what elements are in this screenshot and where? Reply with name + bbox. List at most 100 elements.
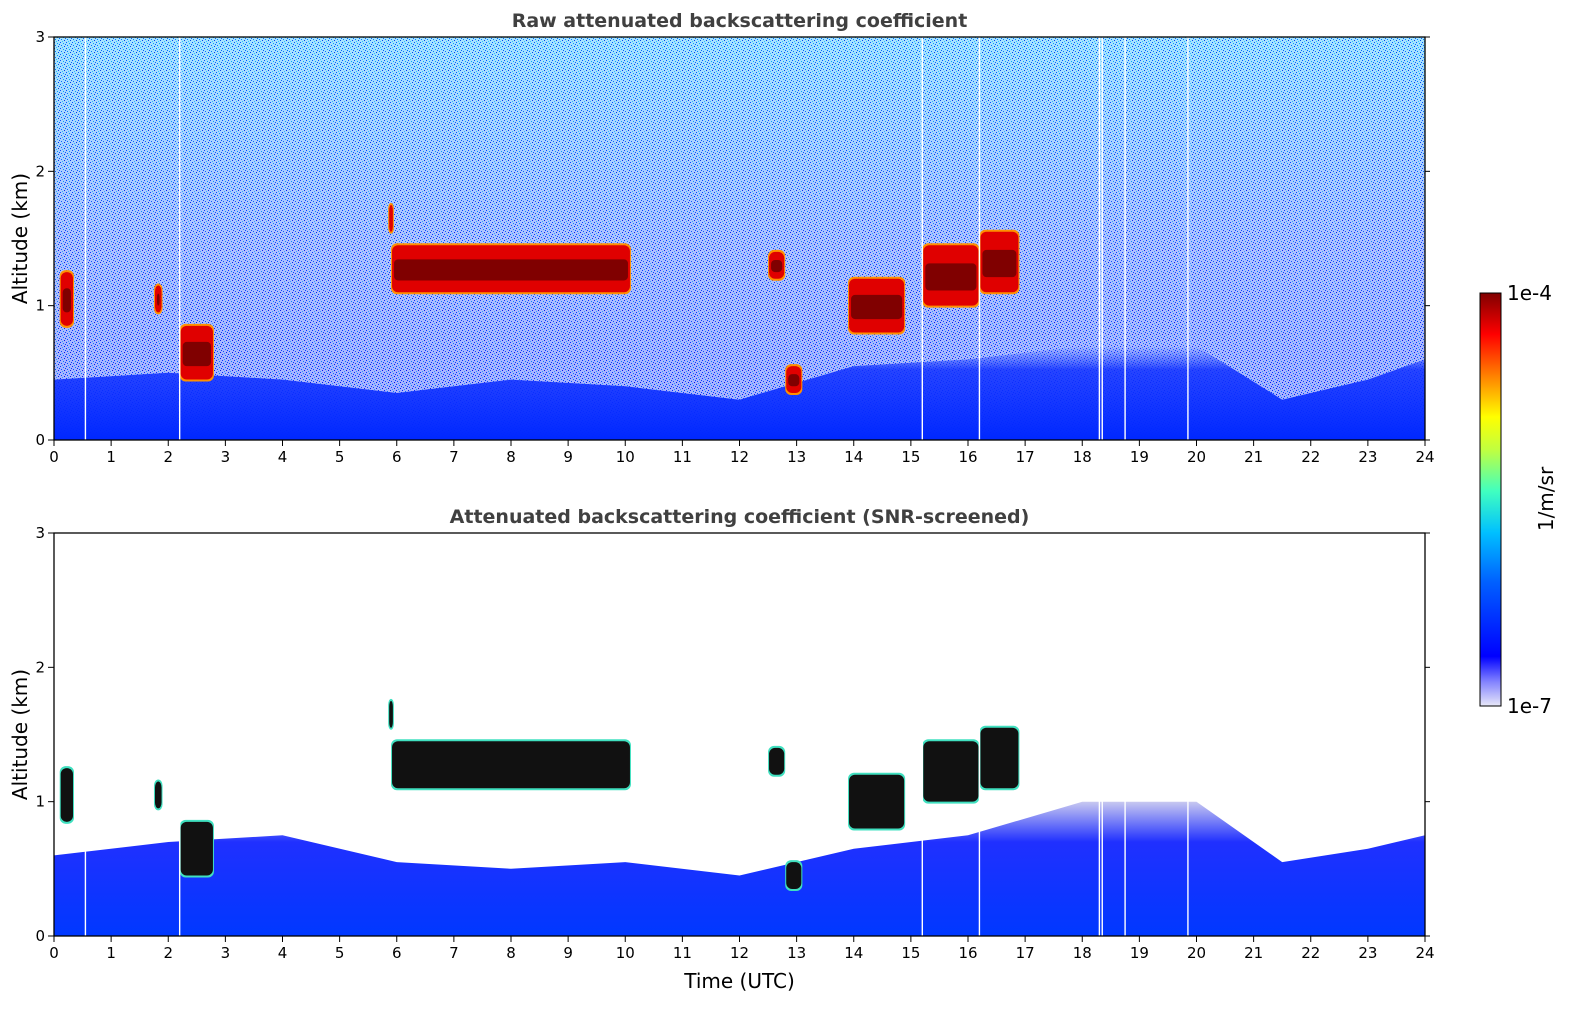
cloud-core (394, 259, 628, 281)
y-tick-label: 3 (35, 28, 45, 46)
x-tick-label: 20 (1187, 448, 1206, 466)
x-tick-label: 7 (449, 448, 459, 466)
colorbar: 1e-4 1e-7 1/m/sr (1479, 281, 1558, 718)
panel-title-screened: Attenuated backscattering coefficient (S… (450, 506, 1030, 528)
x-tick-label: 10 (616, 944, 635, 962)
x-tick-label: 12 (730, 448, 749, 466)
cloud-body (769, 747, 785, 775)
cloud-body (786, 862, 802, 889)
y-tick-label: 1 (35, 793, 45, 811)
cloud-layer (979, 725, 1020, 791)
x-tick-label: 21 (1244, 944, 1263, 962)
x-tick-label: 15 (901, 448, 920, 466)
x-tick-label: 16 (958, 944, 977, 962)
x-tick-label: 1 (106, 448, 116, 466)
y-tick-label: 2 (35, 162, 45, 180)
x-tick-label: 10 (616, 448, 635, 466)
x-tick-label: 3 (221, 944, 231, 962)
cloud-body (980, 727, 1019, 789)
cloud-layer (153, 283, 163, 315)
cloud-layer (848, 772, 906, 831)
x-tick-label: 20 (1187, 944, 1206, 962)
x-tick-label: 6 (392, 448, 402, 466)
cloud-core (156, 293, 160, 306)
x-tick-label: 1 (106, 944, 116, 962)
x-tick-label: 5 (335, 944, 345, 962)
cloud-body (180, 821, 213, 876)
x-tick-label: 15 (901, 944, 920, 962)
x-tick-label: 3 (221, 448, 231, 466)
x-tick-label: 0 (49, 448, 59, 466)
x-tick-label: 19 (1130, 448, 1149, 466)
cloud-body (849, 774, 905, 829)
x-tick-label: 14 (844, 944, 863, 962)
x-tick-label: 18 (1073, 448, 1092, 466)
cloud-core (62, 288, 71, 313)
y-tick-label: 0 (35, 927, 45, 945)
cloud-core (788, 374, 800, 387)
x-tick-label: 9 (563, 944, 573, 962)
heatmap-screened (54, 533, 1425, 936)
x-tick-label: 14 (844, 448, 863, 466)
x-tick-label: 6 (392, 944, 402, 962)
x-tick-label: 22 (1301, 448, 1320, 466)
cloud-layer (922, 739, 980, 804)
x-tick-label: 4 (278, 448, 288, 466)
cloud-layer (922, 243, 980, 308)
cloud-body (923, 741, 979, 802)
x-tick-label: 4 (278, 944, 288, 962)
cloud-body (60, 768, 73, 822)
cloud-core (851, 294, 903, 320)
x-tick-label: 23 (1358, 944, 1377, 962)
cloud-body (392, 741, 630, 789)
x-axis-label: Time (UTC) (683, 969, 795, 993)
cloud-layer (388, 202, 394, 234)
x-tick-label: 5 (335, 448, 345, 466)
x-tick-label: 17 (1016, 448, 1035, 466)
x-tick-label: 13 (787, 448, 806, 466)
x-tick-label: 24 (1415, 944, 1434, 962)
panel-title-raw: Raw attenuated backscattering coefficien… (512, 10, 968, 32)
colorbar-min-label: 1e-7 (1507, 694, 1552, 718)
y-tick-label: 1 (35, 297, 45, 315)
x-tick-label: 8 (506, 448, 516, 466)
x-tick-label: 2 (163, 448, 173, 466)
x-tick-label: 17 (1016, 944, 1035, 962)
colorbar-max-label: 1e-4 (1507, 281, 1552, 305)
x-tick-label: 13 (787, 944, 806, 962)
x-tick-label: 18 (1073, 944, 1092, 962)
boundary-layer-band (54, 346, 1425, 440)
cloud-layer (391, 243, 631, 295)
cloud-layer (59, 270, 74, 328)
colorbar-gradient (1479, 292, 1502, 707)
panel-screened: Attenuated backscattering coefficient (S… (8, 506, 1435, 993)
panel-raw: Raw attenuated backscattering coefficien… (8, 10, 1435, 466)
x-tick-label: 16 (958, 448, 977, 466)
cloud-body (154, 781, 162, 809)
cloud-layer (768, 745, 786, 777)
cloud-core (925, 263, 977, 291)
x-tick-label: 12 (730, 944, 749, 962)
cloud-layer (388, 698, 394, 730)
cloud-layer (785, 364, 803, 395)
y-tick-label: 2 (35, 658, 45, 676)
cloud-layer (785, 860, 803, 891)
cloud-body (389, 204, 393, 232)
cloud-core (982, 249, 1017, 278)
cloud-layer (391, 739, 631, 791)
cloud-layer (153, 779, 163, 811)
x-tick-label: 22 (1301, 944, 1320, 962)
cloud-core (771, 259, 783, 273)
cloud-core (182, 341, 211, 367)
y-axis-label-screened: Altitude (km) (8, 669, 32, 800)
x-tick-label: 19 (1130, 944, 1149, 962)
y-tick-label: 0 (35, 431, 45, 449)
x-tick-label: 11 (673, 944, 692, 962)
cloud-layer (979, 229, 1020, 295)
cloud-body (389, 700, 393, 728)
y-axis-label-raw: Altitude (km) (8, 173, 32, 304)
x-tick-label: 11 (673, 448, 692, 466)
x-tick-label: 24 (1415, 448, 1434, 466)
x-tick-label: 21 (1244, 448, 1263, 466)
